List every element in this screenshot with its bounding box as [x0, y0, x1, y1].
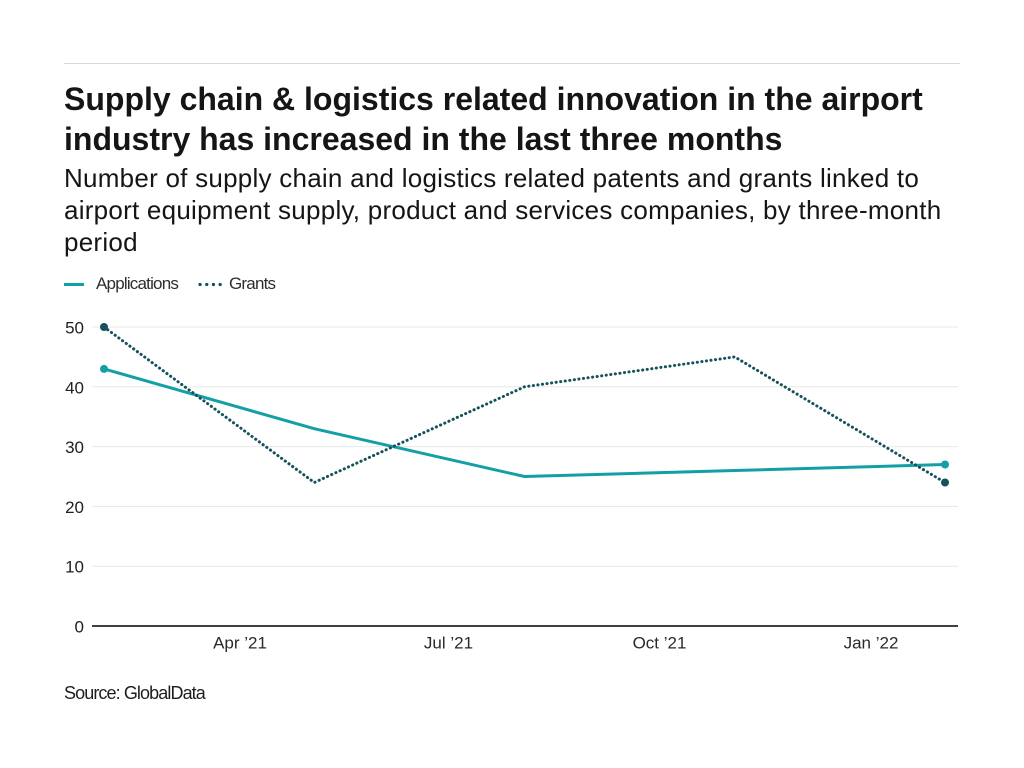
svg-text:Oct ’21: Oct ’21 [633, 634, 687, 653]
svg-text:Jul ’21: Jul ’21 [424, 634, 473, 653]
svg-text:30: 30 [65, 438, 84, 457]
svg-text:10: 10 [65, 558, 84, 577]
svg-text:40: 40 [65, 378, 84, 397]
svg-text:Jan ’22: Jan ’22 [844, 634, 899, 653]
svg-text:20: 20 [65, 498, 84, 517]
svg-text:50: 50 [65, 319, 84, 338]
svg-text:0: 0 [75, 618, 84, 637]
svg-text:Apr ’21: Apr ’21 [213, 634, 267, 653]
